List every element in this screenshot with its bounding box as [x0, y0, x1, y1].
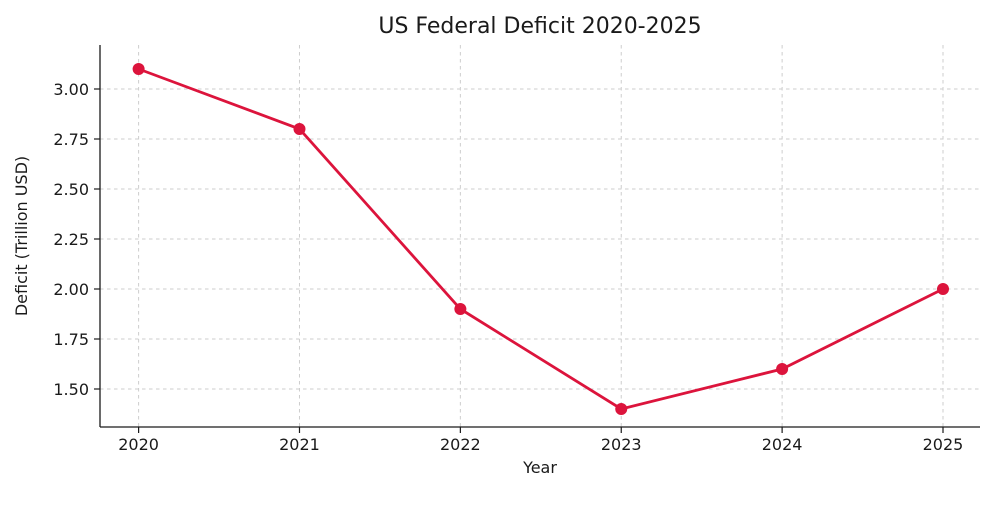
x-tick-label: 2022 — [440, 435, 481, 454]
x-axis-label: Year — [522, 458, 557, 477]
deficit-line — [137, 67, 945, 411]
x-tick-label: 2025 — [923, 435, 964, 454]
y-tick-label: 1.75 — [53, 330, 89, 349]
chart-title: US Federal Deficit 2020-2025 — [378, 14, 701, 39]
x-tick-label: 2023 — [601, 435, 642, 454]
data-point — [132, 63, 145, 75]
y-tick-label: 1.50 — [53, 380, 89, 399]
data-point — [776, 363, 789, 375]
data-point — [936, 283, 949, 295]
data-point — [615, 403, 628, 415]
x-tick-label: 2020 — [118, 435, 159, 454]
data-point — [293, 123, 306, 135]
y-tick-label: 2.25 — [53, 230, 89, 249]
y-tick-label: 2.75 — [53, 130, 89, 149]
y-tick-label: 2.50 — [53, 180, 89, 199]
plot-area: 2020 2021 2022 2023 2024 2025 1.50 1.75 2.00 2.25… — [53, 45, 980, 454]
x-tick-label: 2024 — [762, 435, 803, 454]
y-tick-label: 3.00 — [53, 80, 89, 99]
x-tick-label: 2021 — [279, 435, 320, 454]
y-axis-label: Deficit (Trillion USD) — [12, 156, 31, 316]
y-tick-label: 2.00 — [53, 280, 89, 299]
data-point — [454, 303, 467, 315]
